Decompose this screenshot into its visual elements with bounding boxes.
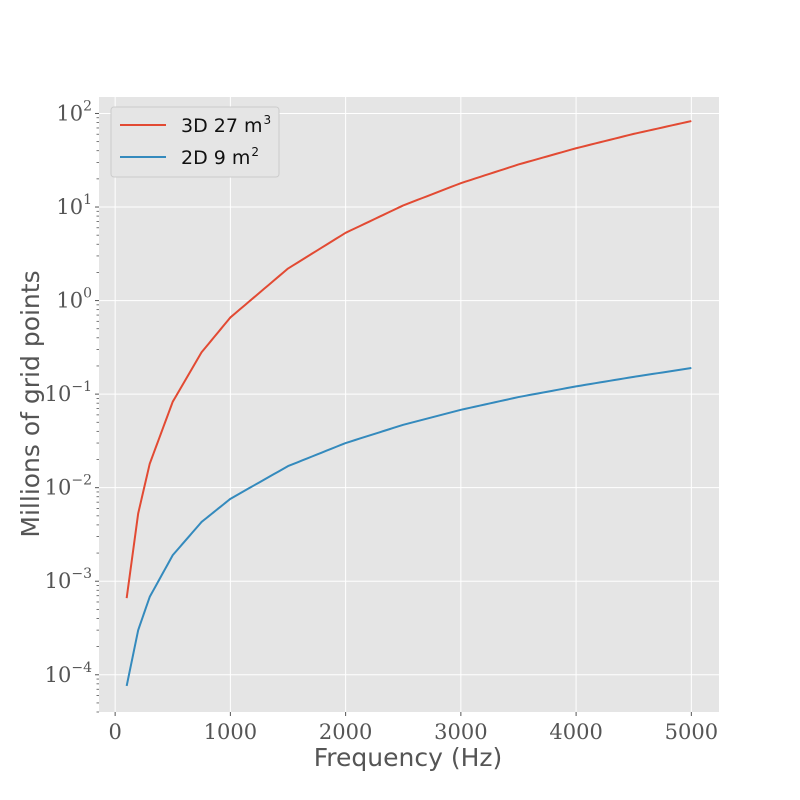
y-tick-label: 102 (56, 98, 92, 125)
y-tick-label: 10−3 (45, 566, 92, 593)
legend: 3D 27 m3 2D 9 m2 (110, 106, 280, 178)
x-tick-label: 3000 (434, 720, 487, 744)
y-tick-label: 100 (56, 286, 92, 313)
series-line-1 (125, 367, 692, 687)
legend-label-2d: 2D 9 m2 (181, 145, 259, 169)
x-tick-label: 5000 (665, 720, 718, 744)
x-tick-label: 4000 (549, 720, 602, 744)
grid-lines (99, 97, 719, 712)
series-line-0 (125, 120, 692, 599)
y-tick-label: 10−2 (45, 473, 92, 500)
x-tick-label: 1000 (204, 720, 257, 744)
x-axis-label: Frequency (Hz) (314, 743, 503, 772)
x-tick-label: 0 (108, 720, 121, 744)
x-tick-label: 2000 (319, 720, 372, 744)
series-lines (125, 120, 692, 687)
y-tick-label: 10−4 (45, 660, 92, 687)
axis-ticks: 0 1000 2000 3000 4000 5000 10−4 10−3 10−2 10−1 100… (45, 98, 718, 744)
y-axis-label: Millions of grid points (16, 270, 45, 537)
plot-area (99, 97, 719, 712)
y-tick-label: 101 (56, 192, 92, 219)
legend-label-3d: 3D 27 m3 (181, 113, 271, 137)
y-tick-label: 10−1 (45, 379, 92, 406)
